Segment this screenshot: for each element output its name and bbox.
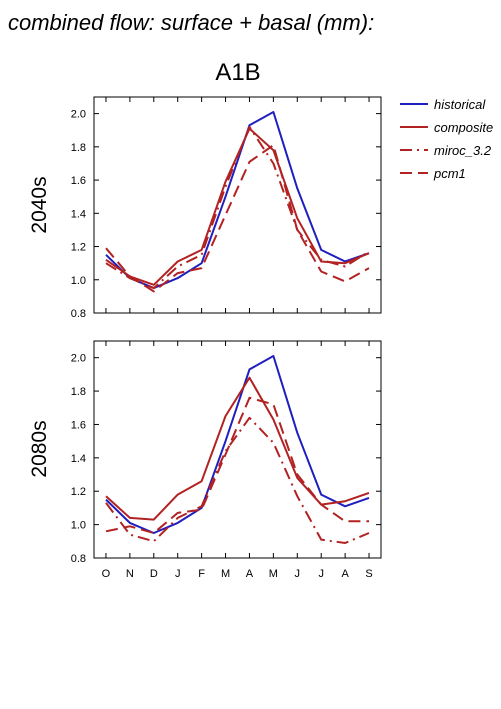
legend-item-pcm1: pcm1 (400, 166, 466, 181)
chart-panel-2080s: 0.8 1.0 1.2 1.4 1.6 1.8 2.0 O N D J F M A M J J A S 2080s (28, 340, 382, 580)
plot-frame (93, 96, 382, 314)
row-label: 2080s (28, 420, 51, 477)
legend-item-historical: historical (400, 97, 486, 112)
y-tick-label: 1.0 (71, 520, 86, 532)
x-tick-label: D (150, 568, 158, 580)
x-tick-label: J (318, 568, 324, 580)
x-tick-label: J (295, 568, 301, 580)
series-line-miroc_3.2 (105, 125, 370, 290)
legend-item-miroc_3.2: miroc_3.2 (400, 143, 492, 158)
x-tick-label: J (175, 568, 181, 580)
legend-label: miroc_3.2 (434, 143, 492, 158)
chart-panel-2040s: 0.8 1.0 1.2 1.4 1.6 1.8 2.0 2040s (28, 96, 382, 320)
x-tick-label: F (198, 568, 205, 580)
series-line-pcm1 (105, 396, 369, 534)
figure-title: combined flow: surface + basal (mm): (8, 10, 374, 35)
y-tick-label: 0.8 (71, 308, 86, 320)
series-line-pcm1 (105, 144, 370, 293)
x-tick-label: M (221, 568, 230, 580)
y-tick-label: 1.2 (71, 242, 86, 254)
x-tick-label: O (102, 568, 111, 580)
plot-frame (93, 340, 382, 559)
y-tick-label: 2.0 (71, 109, 86, 121)
legend: historical composite miroc_3.2 pcm1 (400, 97, 493, 181)
y-tick-label: 1.2 (71, 486, 86, 498)
y-tick-label: 1.6 (71, 419, 86, 431)
legend-item-composite: composite (400, 120, 493, 135)
x-tick-label: A (341, 568, 349, 580)
y-tick-label: 1.4 (71, 208, 86, 220)
legend-label: composite (434, 120, 493, 135)
x-tick-label: S (365, 568, 372, 580)
series-line-miroc_3.2 (105, 416, 370, 544)
figure-subtitle: A1B (215, 59, 260, 86)
x-tick-label: A (246, 568, 254, 580)
legend-label: pcm1 (433, 166, 466, 181)
chart-panels: 0.8 1.0 1.2 1.4 1.6 1.8 2.0 2040s 0.8 1.0 1.2 1.4 1.… (28, 96, 382, 580)
y-tick-label: 1.8 (71, 386, 86, 398)
x-tick-label: M (269, 568, 278, 580)
y-tick-label: 1.0 (71, 275, 86, 287)
y-tick-label: 1.4 (71, 453, 86, 465)
y-tick-label: 1.6 (71, 175, 86, 187)
y-tick-label: 0.8 (71, 553, 86, 565)
series-line-composite (105, 376, 370, 521)
legend-label: historical (434, 97, 486, 112)
series-line-historical (105, 355, 370, 534)
y-tick-label: 2.0 (71, 353, 86, 365)
row-label: 2040s (28, 176, 51, 233)
x-tick-label: N (126, 568, 134, 580)
y-tick-label: 1.8 (71, 142, 86, 154)
